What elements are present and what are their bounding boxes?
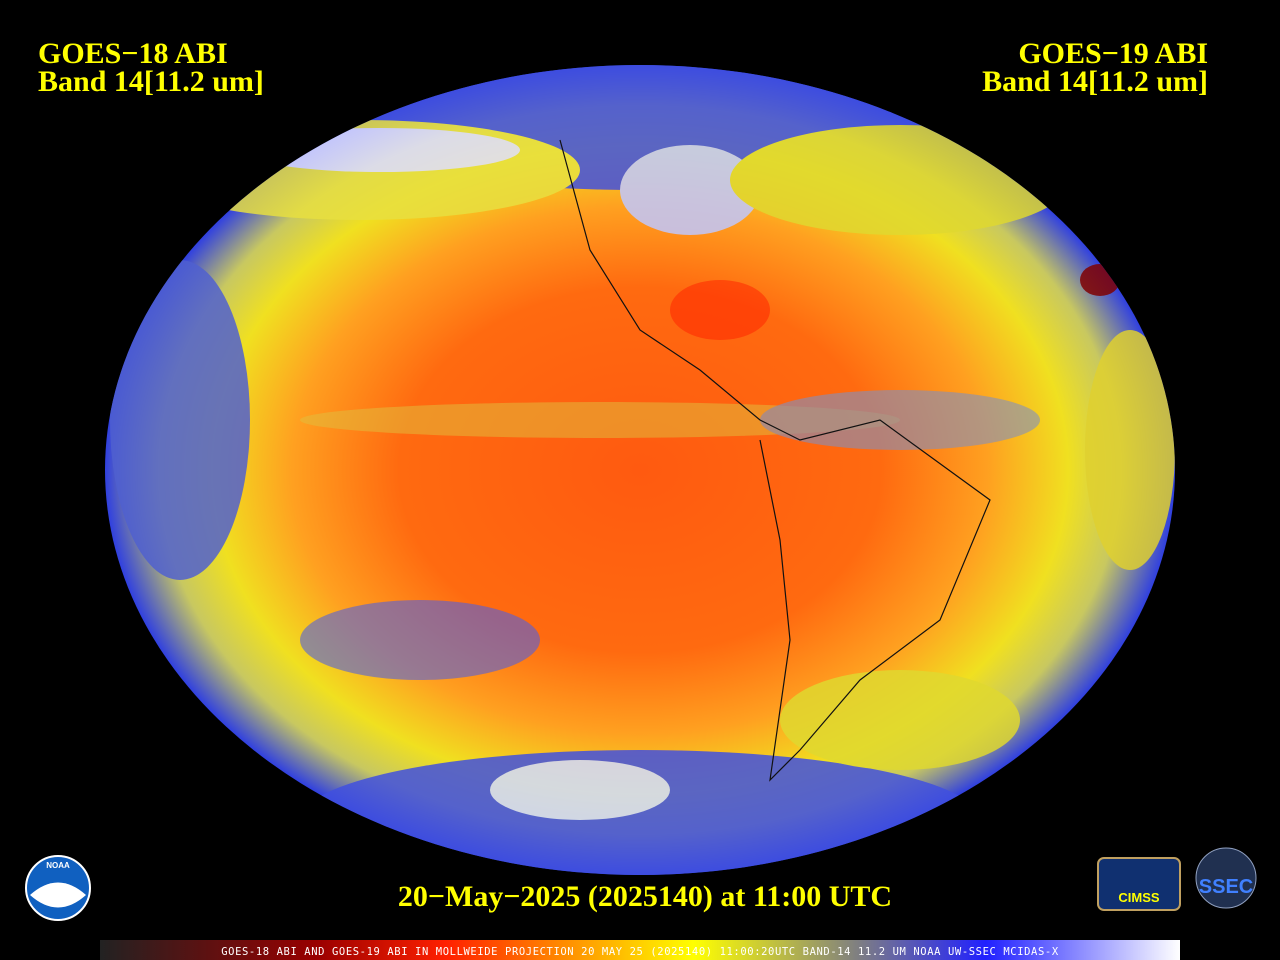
left-title: GOES−18 ABI xyxy=(38,37,228,70)
noaa-text: NOAA xyxy=(46,861,70,870)
left-band: Band 14[11.2 um] xyxy=(38,65,264,98)
cimss-text: CIMSS xyxy=(1118,890,1160,905)
right-band: Band 14[11.2 um] xyxy=(982,65,1208,98)
ssec-text: SSEC xyxy=(1199,876,1253,898)
noaa-logo: NOAA xyxy=(25,855,91,921)
satellite-image xyxy=(105,65,1175,875)
right-title: GOES−19 ABI xyxy=(1018,37,1208,70)
timestamp: 20−May−2025 (2025140) at 11:00 UTC xyxy=(398,880,892,913)
ssec-logo: SSEC xyxy=(1195,847,1257,909)
color-bar xyxy=(100,940,1180,960)
cimss-logo: CIMSS xyxy=(1097,857,1181,911)
footer-text: GOES-18 ABI AND GOES-19 ABI IN MOLLWEIDE… xyxy=(221,946,1059,958)
